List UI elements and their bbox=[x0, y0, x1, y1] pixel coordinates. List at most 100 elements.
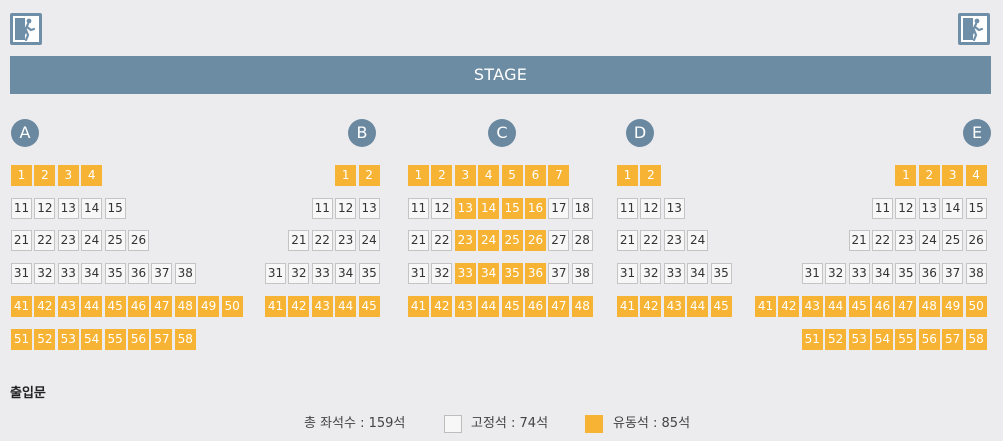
seat-a-56[interactable]: 56 bbox=[128, 329, 149, 350]
seat-a-15[interactable]: 15 bbox=[104, 198, 126, 219]
seat-c-48[interactable]: 48 bbox=[571, 296, 593, 317]
seat-a-1[interactable]: 1 bbox=[11, 165, 32, 186]
seat-e-35[interactable]: 35 bbox=[895, 263, 917, 284]
seat-c-45[interactable]: 45 bbox=[501, 296, 523, 317]
seat-c-21[interactable]: 21 bbox=[408, 230, 429, 251]
seat-e-54[interactable]: 54 bbox=[872, 329, 893, 350]
seat-c-47[interactable]: 47 bbox=[548, 296, 570, 317]
seat-a-14[interactable]: 14 bbox=[81, 198, 103, 219]
seat-d-22[interactable]: 22 bbox=[640, 230, 662, 251]
seat-c-24[interactable]: 24 bbox=[478, 230, 500, 251]
seat-a-35[interactable]: 35 bbox=[104, 263, 126, 284]
seat-c-33[interactable]: 33 bbox=[454, 263, 476, 284]
seat-d-35[interactable]: 35 bbox=[710, 263, 732, 284]
seat-e-22[interactable]: 22 bbox=[872, 230, 893, 251]
seat-d-21[interactable]: 21 bbox=[617, 230, 638, 251]
seat-a-50[interactable]: 50 bbox=[221, 296, 243, 317]
seat-c-3[interactable]: 3 bbox=[454, 165, 476, 186]
seat-d-12[interactable]: 12 bbox=[640, 198, 662, 219]
seat-a-52[interactable]: 52 bbox=[34, 329, 56, 350]
seat-c-27[interactable]: 27 bbox=[548, 230, 570, 251]
seat-e-48[interactable]: 48 bbox=[918, 296, 940, 317]
seat-e-44[interactable]: 44 bbox=[825, 296, 847, 317]
seat-e-12[interactable]: 12 bbox=[895, 198, 917, 219]
seat-b-44[interactable]: 44 bbox=[335, 296, 357, 317]
seat-b-11[interactable]: 11 bbox=[311, 198, 333, 219]
seat-c-36[interactable]: 36 bbox=[525, 263, 546, 284]
seat-a-49[interactable]: 49 bbox=[198, 296, 220, 317]
seat-a-34[interactable]: 34 bbox=[81, 263, 103, 284]
seat-e-56[interactable]: 56 bbox=[918, 329, 940, 350]
seat-d-31[interactable]: 31 bbox=[617, 263, 638, 284]
seat-e-53[interactable]: 53 bbox=[848, 329, 870, 350]
seat-a-22[interactable]: 22 bbox=[34, 230, 56, 251]
seat-b-1[interactable]: 1 bbox=[335, 165, 357, 186]
seat-e-32[interactable]: 32 bbox=[825, 263, 847, 284]
seat-d-11[interactable]: 11 bbox=[617, 198, 638, 219]
seat-c-25[interactable]: 25 bbox=[501, 230, 523, 251]
seat-e-14[interactable]: 14 bbox=[942, 198, 964, 219]
seat-b-42[interactable]: 42 bbox=[288, 296, 310, 317]
seat-a-41[interactable]: 41 bbox=[11, 296, 32, 317]
seat-c-41[interactable]: 41 bbox=[408, 296, 429, 317]
seat-a-55[interactable]: 55 bbox=[104, 329, 126, 350]
seat-a-12[interactable]: 12 bbox=[34, 198, 56, 219]
seat-e-23[interactable]: 23 bbox=[895, 230, 917, 251]
seat-a-13[interactable]: 13 bbox=[57, 198, 79, 219]
seat-b-13[interactable]: 13 bbox=[358, 198, 380, 219]
seat-d-13[interactable]: 13 bbox=[663, 198, 685, 219]
seat-a-36[interactable]: 36 bbox=[128, 263, 149, 284]
seat-a-32[interactable]: 32 bbox=[34, 263, 56, 284]
seat-e-38[interactable]: 38 bbox=[965, 263, 987, 284]
seat-e-51[interactable]: 51 bbox=[801, 329, 823, 350]
seat-a-23[interactable]: 23 bbox=[57, 230, 79, 251]
seat-e-58[interactable]: 58 bbox=[965, 329, 987, 350]
seat-a-37[interactable]: 37 bbox=[151, 263, 173, 284]
seat-e-21[interactable]: 21 bbox=[848, 230, 870, 251]
seat-d-32[interactable]: 32 bbox=[640, 263, 662, 284]
seat-c-35[interactable]: 35 bbox=[501, 263, 523, 284]
seat-e-37[interactable]: 37 bbox=[942, 263, 964, 284]
seat-e-34[interactable]: 34 bbox=[872, 263, 893, 284]
seat-c-42[interactable]: 42 bbox=[431, 296, 453, 317]
seat-e-43[interactable]: 43 bbox=[801, 296, 823, 317]
seat-a-54[interactable]: 54 bbox=[81, 329, 103, 350]
seat-c-14[interactable]: 14 bbox=[478, 198, 500, 219]
seat-a-48[interactable]: 48 bbox=[174, 296, 196, 317]
seat-a-26[interactable]: 26 bbox=[128, 230, 149, 251]
seat-b-31[interactable]: 31 bbox=[265, 263, 286, 284]
seat-b-33[interactable]: 33 bbox=[311, 263, 333, 284]
seat-c-16[interactable]: 16 bbox=[525, 198, 546, 219]
seat-b-41[interactable]: 41 bbox=[265, 296, 286, 317]
seat-e-26[interactable]: 26 bbox=[965, 230, 987, 251]
seat-a-53[interactable]: 53 bbox=[57, 329, 79, 350]
seat-c-1[interactable]: 1 bbox=[408, 165, 429, 186]
seat-c-43[interactable]: 43 bbox=[454, 296, 476, 317]
seat-c-2[interactable]: 2 bbox=[431, 165, 453, 186]
seat-d-1[interactable]: 1 bbox=[617, 165, 638, 186]
seat-e-57[interactable]: 57 bbox=[942, 329, 964, 350]
seat-e-1[interactable]: 1 bbox=[895, 165, 917, 186]
seat-c-38[interactable]: 38 bbox=[571, 263, 593, 284]
seat-b-24[interactable]: 24 bbox=[358, 230, 380, 251]
seat-e-33[interactable]: 33 bbox=[848, 263, 870, 284]
seat-c-4[interactable]: 4 bbox=[478, 165, 500, 186]
seat-b-23[interactable]: 23 bbox=[335, 230, 357, 251]
seat-a-51[interactable]: 51 bbox=[11, 329, 32, 350]
seat-c-23[interactable]: 23 bbox=[454, 230, 476, 251]
seat-a-57[interactable]: 57 bbox=[151, 329, 173, 350]
seat-c-15[interactable]: 15 bbox=[501, 198, 523, 219]
seat-c-11[interactable]: 11 bbox=[408, 198, 429, 219]
seat-e-36[interactable]: 36 bbox=[918, 263, 940, 284]
seat-e-42[interactable]: 42 bbox=[778, 296, 800, 317]
seat-e-11[interactable]: 11 bbox=[872, 198, 893, 219]
seat-a-44[interactable]: 44 bbox=[81, 296, 103, 317]
seat-b-22[interactable]: 22 bbox=[311, 230, 333, 251]
seat-c-26[interactable]: 26 bbox=[525, 230, 546, 251]
seat-c-7[interactable]: 7 bbox=[548, 165, 570, 186]
seat-e-50[interactable]: 50 bbox=[965, 296, 987, 317]
seat-d-45[interactable]: 45 bbox=[710, 296, 732, 317]
seat-a-42[interactable]: 42 bbox=[34, 296, 56, 317]
seat-d-41[interactable]: 41 bbox=[617, 296, 638, 317]
seat-a-2[interactable]: 2 bbox=[34, 165, 56, 186]
